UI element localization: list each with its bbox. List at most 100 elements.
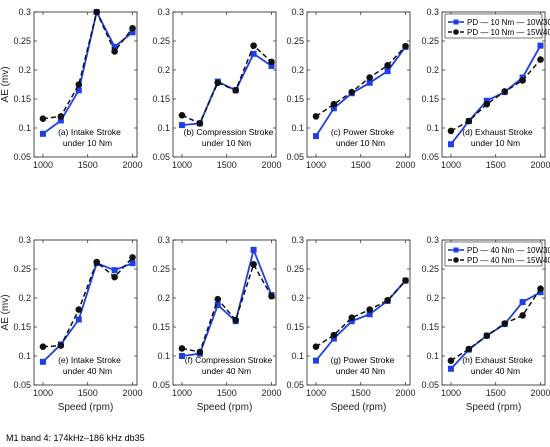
w40-series-point	[93, 8, 100, 16]
plot-frame	[306, 11, 411, 158]
x-axis-label: Speed (rpm)	[58, 402, 114, 413]
y-tick-label: 0.25	[286, 36, 304, 46]
w40-series-point	[537, 285, 544, 293]
w40-series-point	[519, 77, 526, 84]
y-tick-label: 0.1	[18, 351, 31, 361]
w40-series-point	[519, 312, 526, 319]
x-axis-label: Speed (rpm)	[197, 402, 253, 413]
pd-series-point	[348, 318, 355, 325]
x-tick-label: 1500	[78, 388, 98, 398]
w40-series-point	[384, 62, 391, 69]
legend-marker	[453, 19, 459, 25]
x-tick-label: 1500	[217, 388, 237, 398]
y-tick-label: 0.2	[426, 65, 439, 75]
legend-entry: PD — 10 Nm — 15W40	[467, 28, 550, 37]
y-tick-label: 0.25	[421, 264, 439, 274]
y-tick-label: 0.15	[286, 94, 304, 104]
y-tick-label: 0.3	[291, 7, 304, 17]
pd-series-point	[250, 246, 257, 253]
w40-series-point	[39, 343, 47, 351]
y-tick-label: 0.05	[286, 380, 304, 390]
pd-series-point	[129, 260, 136, 267]
legend-entry: PD — 40 Nm — 15W40	[467, 256, 550, 265]
chart-panel-h: 0.05 0.1 0.15 0.2 0.25 0.3 1000 1500 2000 Speed (…	[421, 235, 550, 413]
pd-series-point	[519, 299, 526, 306]
w40-series-point	[214, 79, 222, 87]
chart-panel-e: 0.05 0.1 0.15 0.2 0.25 0.3 1000 1500 2000 AE (mv)…	[0, 235, 143, 413]
panel-caption: (a) Intake Stroke	[58, 127, 121, 137]
pd-series-point	[447, 365, 454, 372]
w40-series-point	[57, 113, 65, 120]
w40-series-line	[450, 288, 542, 362]
x-axis-label: Speed (rpm)	[331, 402, 387, 413]
y-tick-label: 0.15	[286, 322, 304, 332]
x-tick-label: 1000	[306, 388, 326, 398]
w40-series-line	[42, 256, 134, 348]
w40-series-point	[268, 58, 275, 66]
w40-series-point	[250, 261, 257, 268]
w40-series-point	[501, 320, 508, 327]
y-tick-label: 0.3	[157, 235, 170, 245]
x-tick-label: 1000	[441, 160, 461, 170]
x-tick-label: 2000	[262, 160, 282, 170]
chart-panel-a: 0.05 0.1 0.15 0.2 0.25 0.3 1000 1500 2000 AE (mv)…	[0, 7, 143, 170]
w40-series-point	[232, 87, 239, 94]
y-tick-label: 0.2	[18, 65, 31, 75]
pd-series-point	[537, 42, 544, 49]
panel-caption: (h) Exhaust Stroke	[462, 355, 533, 365]
x-tick-label: 1000	[33, 388, 53, 398]
pd-series-point	[178, 353, 185, 359]
panel-caption: (e) Intake Stroke	[58, 355, 121, 365]
x-tick-label: 2000	[396, 388, 416, 398]
y-tick-label: 0.3	[18, 7, 31, 17]
w40-series-line	[42, 9, 134, 120]
y-tick-label: 0.05	[13, 152, 31, 162]
w40-series-point	[312, 113, 320, 120]
w40-series-point	[232, 316, 239, 324]
w40-series-point	[366, 306, 373, 313]
pd-series-line	[450, 45, 542, 145]
legend-box	[444, 241, 543, 267]
pd-series-point	[39, 358, 46, 365]
pd-series-point	[75, 87, 82, 94]
y-tick-label: 0.2	[18, 293, 31, 303]
x-tick-label: 1500	[351, 160, 371, 170]
w40-series-point	[111, 48, 118, 55]
pd-series-point	[129, 29, 136, 36]
panel-caption: (d) Exhaust Stroke	[462, 127, 533, 137]
panel-caption-sub: under 10 Nm	[471, 138, 520, 148]
y-tick-label: 0.3	[157, 7, 170, 17]
pd-series-point	[366, 311, 373, 318]
w40-series-point	[129, 254, 136, 261]
legend-entry: PD — 10 Nm — 10W30	[467, 18, 550, 27]
chart-panel-b: 0.05 0.1 0.15 0.2 0.25 0.3 1000 1500 2000 (b) Com…	[152, 7, 281, 170]
y-tick-label: 0.1	[291, 351, 304, 361]
w40-series-point	[39, 115, 47, 123]
plot-frame	[306, 239, 411, 386]
w40-series-point	[75, 306, 83, 313]
y-tick-label: 0.15	[152, 94, 170, 104]
pd-series-line	[315, 46, 407, 137]
panel-caption: (f) Compression Stroke	[185, 355, 273, 365]
x-tick-label: 1000	[172, 388, 192, 398]
x-tick-label: 1000	[306, 160, 326, 170]
w40-series-point	[93, 258, 100, 266]
y-tick-label: 0.25	[286, 264, 304, 274]
legend-marker	[453, 247, 459, 253]
w40-series-point	[111, 273, 118, 281]
y-tick-label: 0.25	[13, 36, 31, 46]
w40-series-point	[483, 100, 491, 108]
y-tick-label: 0.15	[13, 94, 31, 104]
y-tick-label: 0.05	[13, 380, 31, 390]
w40-series-point	[214, 295, 222, 303]
x-tick-label: 1500	[78, 160, 98, 170]
w40-series-point	[465, 117, 473, 125]
w40-series-point	[330, 100, 338, 108]
legend-marker	[453, 29, 459, 35]
x-tick-label: 1000	[441, 388, 461, 398]
y-tick-label: 0.15	[421, 94, 439, 104]
x-tick-label: 2000	[262, 388, 282, 398]
y-tick-label: 0.25	[152, 264, 170, 274]
y-tick-label: 0.1	[291, 123, 304, 133]
y-tick-label: 0.05	[152, 380, 170, 390]
